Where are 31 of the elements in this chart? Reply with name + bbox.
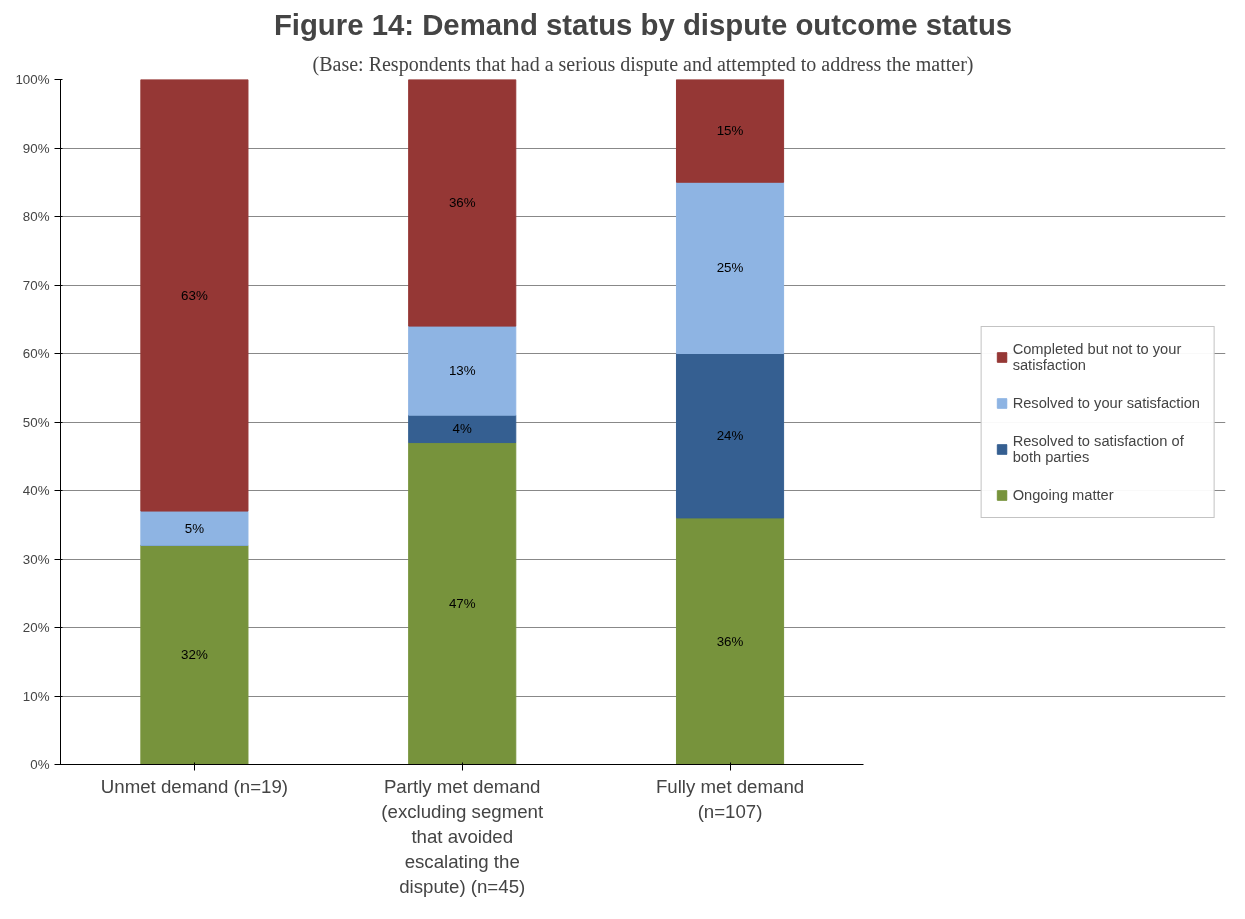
data-label: 13% — [448, 363, 476, 379]
chart-subtitle: (Base: Respondents that had a serious dispute and attempted to address the matter) — [312, 52, 974, 76]
data-label: 32% — [181, 647, 208, 663]
data-label: 4% — [452, 421, 472, 437]
y-tick-label: 10% — [22, 688, 50, 704]
data-label: 15% — [716, 123, 744, 139]
y-tick-label: 90% — [22, 140, 50, 156]
y-tick-label: 100% — [15, 72, 50, 87]
y-tick-label: 0% — [30, 757, 50, 772]
legend-label: Completed but not to your satisfaction — [1012, 340, 1182, 373]
data-label: 5% — [184, 520, 205, 536]
data-label: 47% — [448, 596, 476, 612]
y-tick-label: 80% — [22, 209, 50, 224]
y-tick-label: 50% — [22, 414, 50, 430]
data-label: 24% — [716, 428, 744, 444]
y-tick-label: 20% — [22, 620, 50, 635]
x-tick-label: Partly met demand (excluding segment that avoided escalating the dispute) (n=45) — [381, 775, 544, 898]
legend-label: Resolved to your satisfaction — [1012, 394, 1200, 411]
data-label: 63% — [181, 287, 208, 303]
legend-label: Resolved to satisfaction of both parties — [1012, 432, 1184, 465]
chart-title: Figure 14: Demand status by dispute outcome status — [273, 7, 1013, 41]
data-label: 36% — [448, 195, 476, 211]
legend-label: Ongoing matter — [1012, 486, 1114, 503]
y-tick-label: 70% — [22, 277, 50, 293]
x-tick-label: Unmet demand (n=19) — [100, 775, 288, 797]
x-tick-label: Fully met demand (n=107) — [655, 775, 805, 822]
data-label: 25% — [716, 260, 744, 276]
y-tick-label: 40% — [22, 483, 50, 498]
y-tick-label: 30% — [22, 551, 50, 567]
data-label: 36% — [716, 633, 744, 649]
y-tick-label: 60% — [22, 346, 50, 361]
